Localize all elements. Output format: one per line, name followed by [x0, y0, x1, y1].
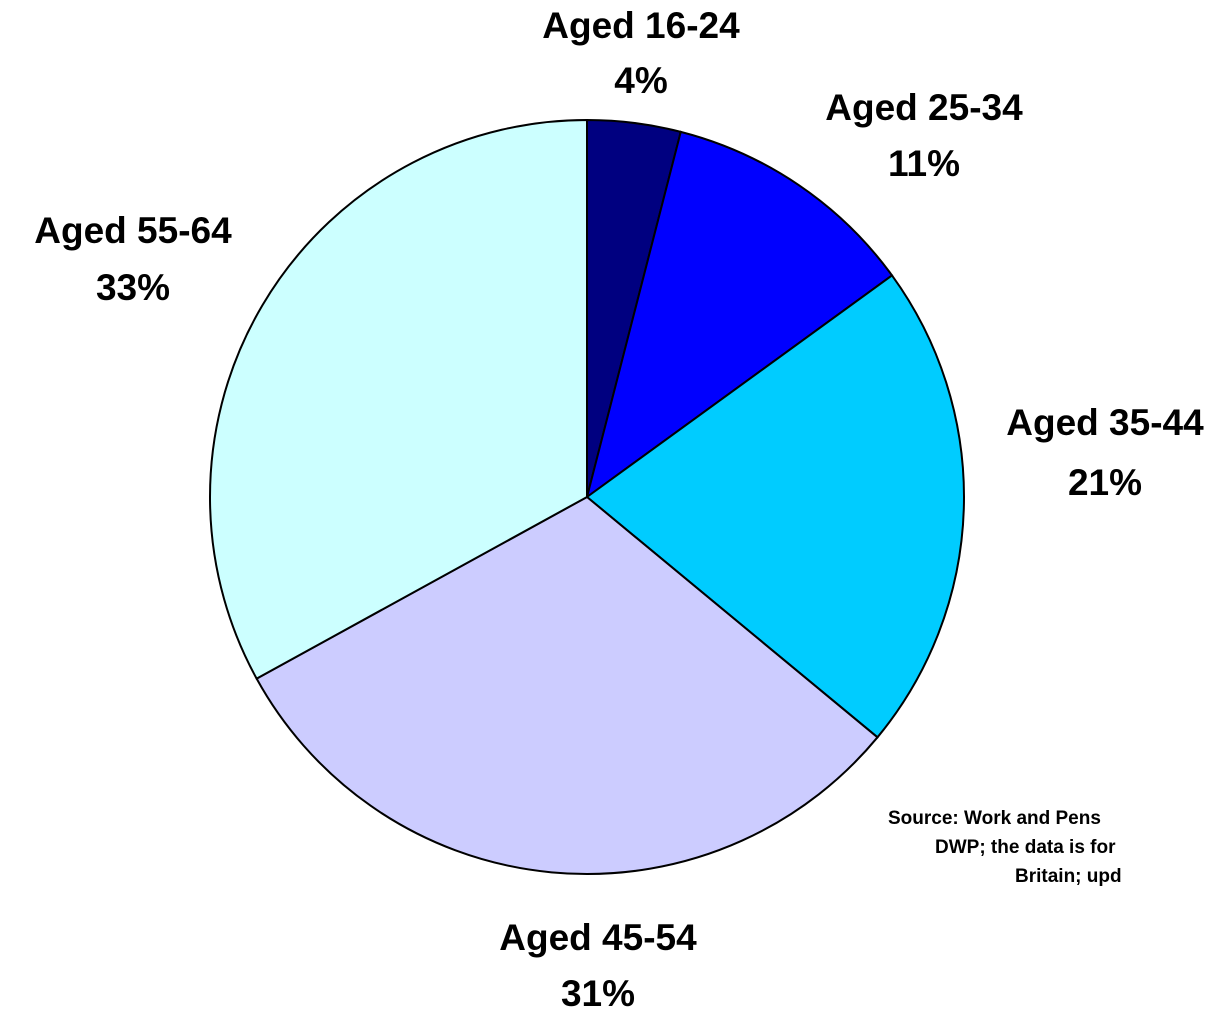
pie-slice	[585, 274, 965, 739]
slice-value-label: 31%	[561, 973, 635, 1012]
slice-label: Aged 16-24	[542, 5, 740, 46]
slice-value-label: 4%	[614, 60, 667, 101]
slice-label: Aged 45-54	[499, 917, 697, 958]
slice-label: Aged 25-34	[825, 87, 1023, 128]
source-note: Britain; upd	[1015, 866, 1122, 887]
pie	[209, 118, 965, 875]
source-note: DWP; the data is for	[935, 837, 1116, 858]
slice-label: Aged 35-44	[1006, 402, 1204, 443]
slice-value-label: 11%	[888, 143, 960, 184]
source-note: Source: Work and Pens	[888, 808, 1101, 829]
slice-value-label: 33%	[96, 267, 170, 308]
pie-slice	[209, 118, 588, 680]
slice-label: Aged 55-64	[34, 210, 232, 251]
pie-slice	[255, 495, 879, 875]
slice-value-label: 21%	[1068, 462, 1142, 503]
pie-slice	[585, 130, 894, 500]
